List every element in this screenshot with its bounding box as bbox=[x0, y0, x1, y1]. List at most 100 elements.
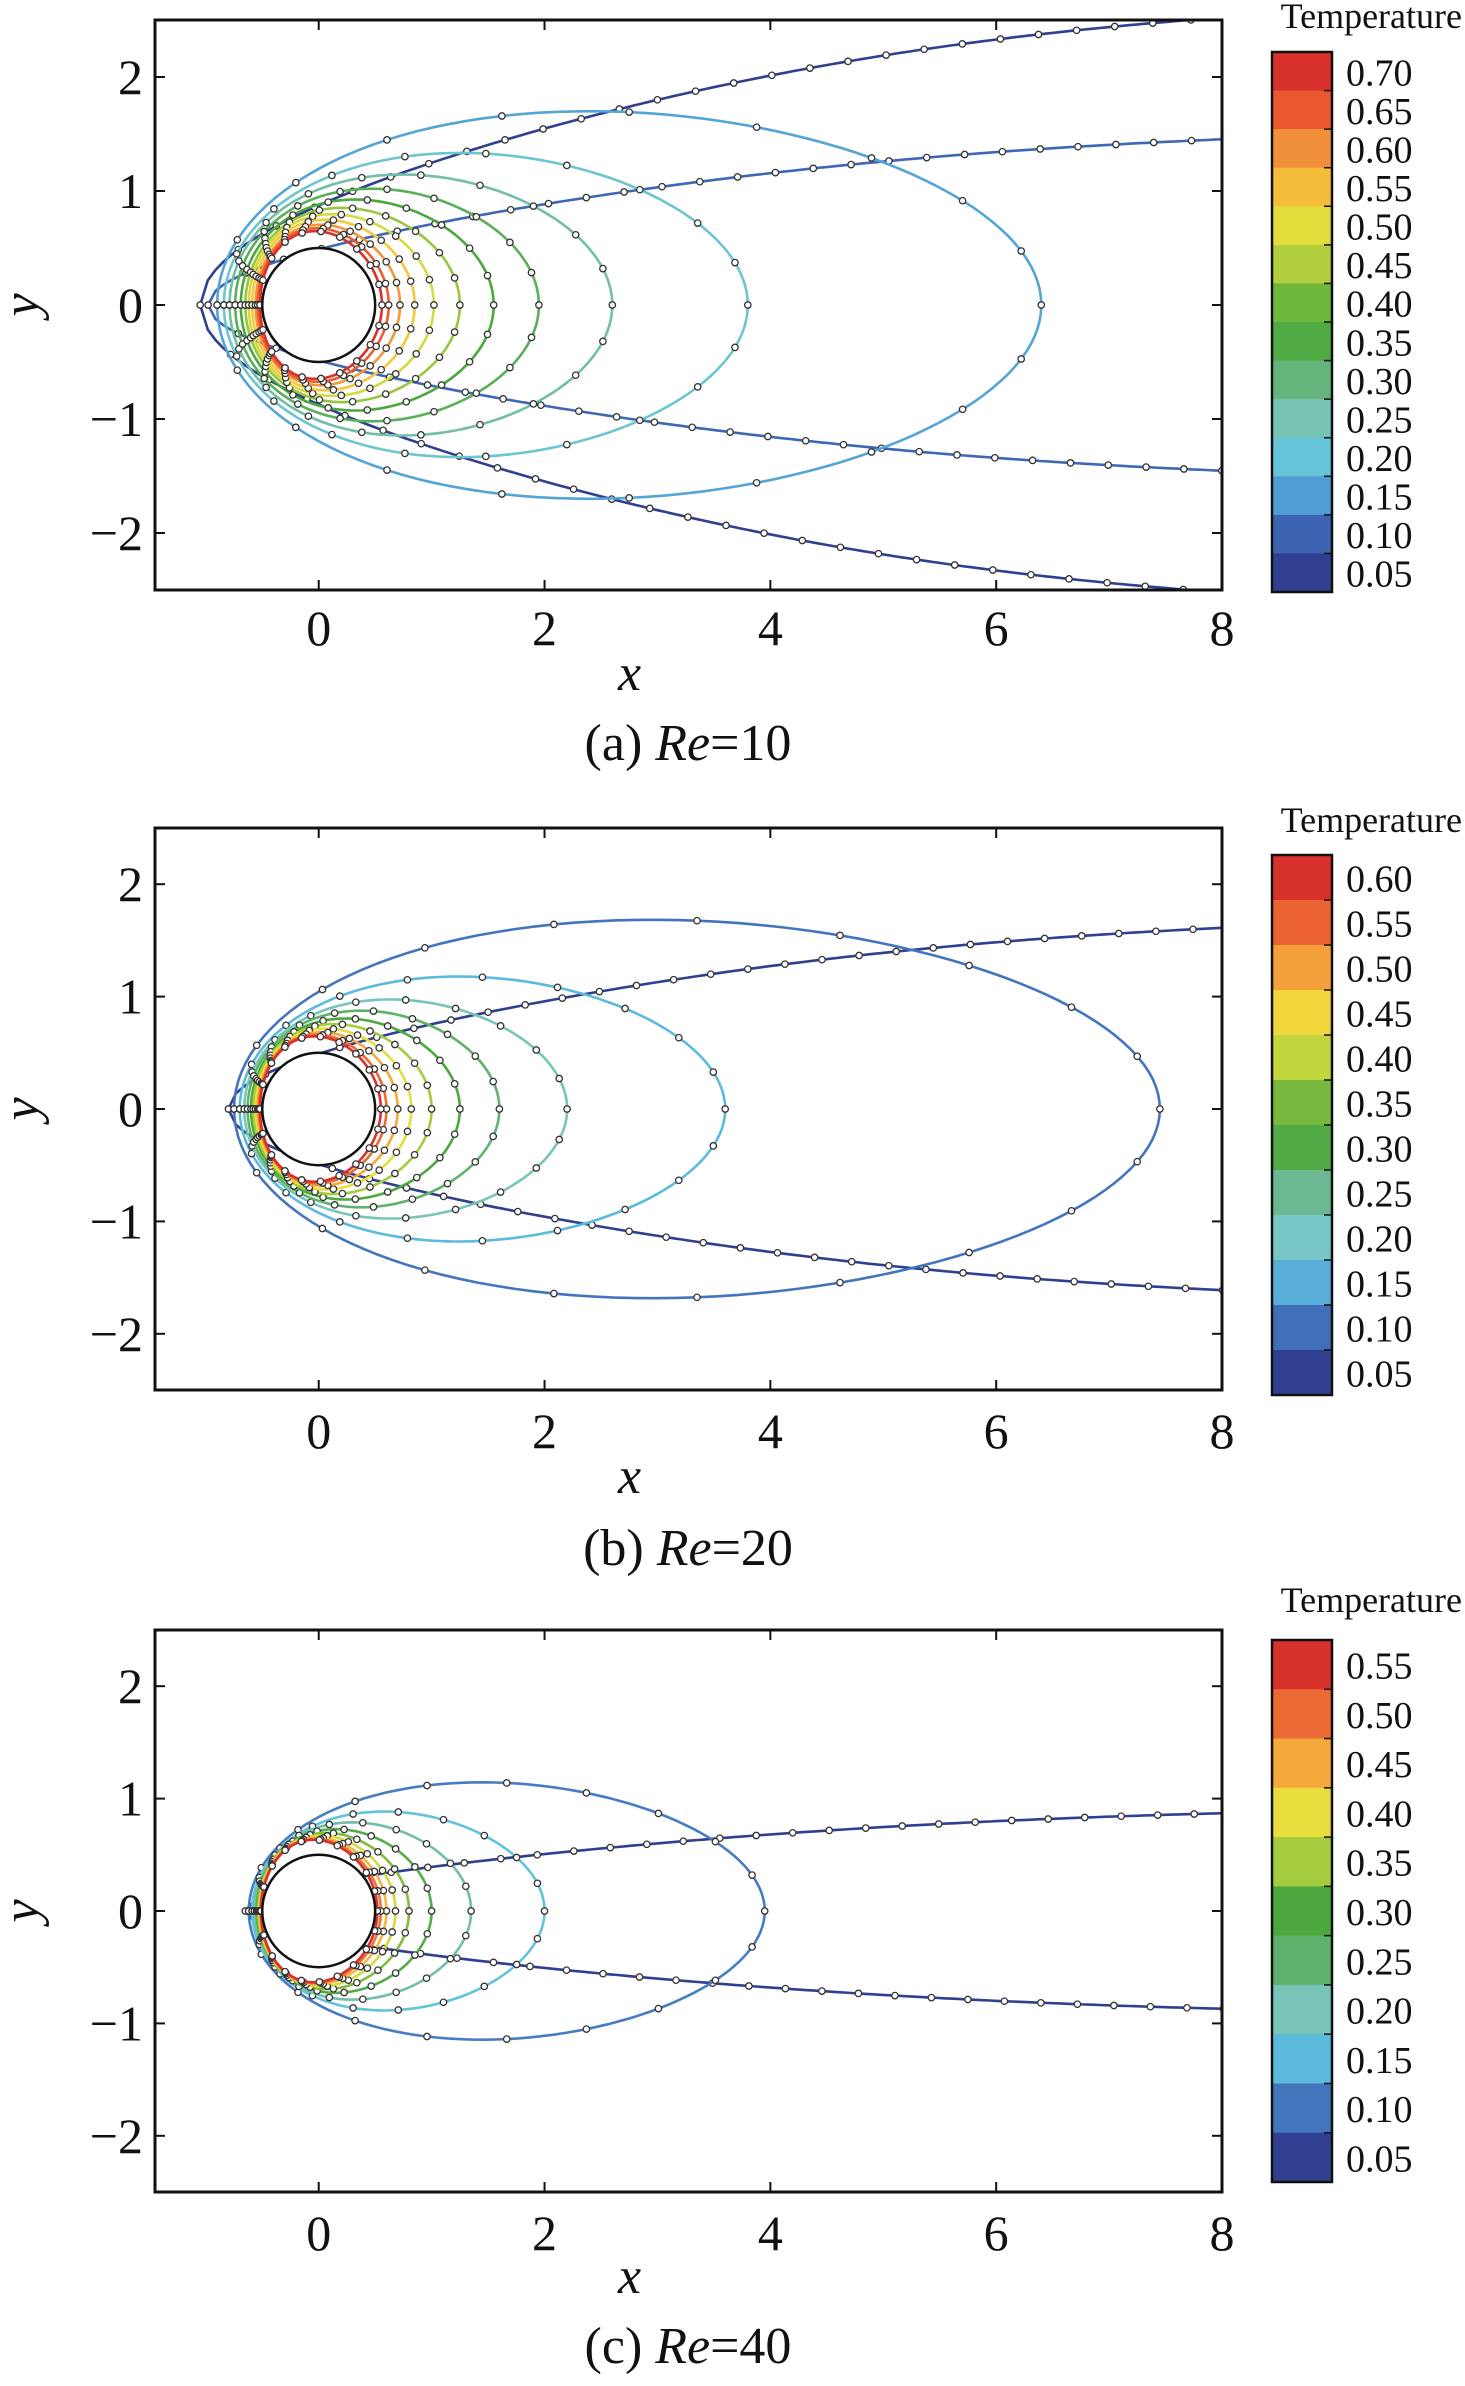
reference-marker bbox=[635, 1973, 644, 1981]
colorbar-segment bbox=[1272, 1837, 1332, 1887]
reference-marker bbox=[1146, 2002, 1155, 2011]
reference-marker bbox=[809, 164, 818, 173]
reference-marker bbox=[595, 987, 604, 996]
caption-value: =10 bbox=[710, 715, 791, 772]
reference-marker bbox=[349, 1810, 357, 1818]
reference-marker bbox=[408, 1014, 417, 1023]
reference-marker bbox=[270, 397, 278, 405]
reference-marker bbox=[1034, 30, 1043, 39]
reference-marker bbox=[358, 1995, 367, 2004]
colorbar-tick-label: 0.10 bbox=[1346, 515, 1413, 557]
colorbar-tick-label: 0.70 bbox=[1346, 52, 1413, 94]
reference-marker bbox=[599, 337, 607, 346]
reference-marker bbox=[423, 1128, 432, 1137]
reference-marker bbox=[965, 1248, 973, 1257]
reference-marker bbox=[408, 1195, 417, 1204]
reference-marker bbox=[365, 1046, 373, 1055]
caption-prefix: (b) bbox=[583, 1520, 657, 1577]
reference-marker bbox=[1226, 136, 1232, 142]
reference-marker bbox=[318, 1224, 327, 1233]
reference-marker bbox=[788, 1828, 797, 1837]
reference-marker bbox=[293, 400, 302, 408]
reference-marker bbox=[395, 347, 404, 355]
reference-marker bbox=[950, 561, 959, 569]
reference-marker bbox=[390, 1083, 399, 1092]
colorbar-segment bbox=[1272, 1787, 1332, 1838]
reference-marker bbox=[365, 1144, 374, 1152]
y-axis-label: y bbox=[0, 1097, 50, 1126]
reference-marker bbox=[383, 416, 391, 425]
reference-marker bbox=[430, 407, 438, 416]
reference-marker bbox=[417, 431, 425, 439]
y-tick-label: 2 bbox=[118, 1658, 143, 1714]
x-tick-label: 4 bbox=[758, 2205, 783, 2261]
reference-marker bbox=[363, 1849, 372, 1858]
reference-marker bbox=[892, 947, 901, 956]
reference-marker bbox=[562, 440, 571, 449]
reference-marker bbox=[392, 278, 401, 287]
reference-marker bbox=[1257, 2007, 1263, 2013]
reference-marker bbox=[1044, 1815, 1053, 1823]
colorbar-tick-label: 0.50 bbox=[1346, 1695, 1413, 1737]
colorbar-tick-label: 0.60 bbox=[1346, 129, 1413, 171]
reference-marker bbox=[352, 1050, 360, 1058]
reference-marker bbox=[1183, 2003, 1191, 2012]
reference-marker bbox=[367, 1982, 376, 1990]
colorbar-segment bbox=[1272, 1125, 1332, 1171]
plot-area bbox=[241, 1779, 1263, 2043]
reference-marker bbox=[345, 1175, 354, 1184]
reference-marker bbox=[374, 1847, 382, 1856]
reference-marker bbox=[352, 357, 361, 365]
reference-marker bbox=[836, 543, 845, 552]
colorbar-tick-label: 0.40 bbox=[1346, 1794, 1413, 1836]
reference-marker bbox=[1226, 14, 1232, 20]
reference-marker bbox=[333, 1841, 342, 1850]
reference-marker bbox=[358, 1818, 367, 1827]
reference-marker bbox=[378, 1947, 387, 1956]
reference-marker bbox=[874, 549, 883, 558]
colorbar-segment bbox=[1272, 553, 1332, 593]
reference-marker bbox=[382, 344, 391, 353]
reference-marker bbox=[953, 451, 961, 459]
reference-marker bbox=[721, 1105, 730, 1113]
reference-marker bbox=[1228, 1810, 1234, 1816]
reference-marker bbox=[731, 343, 739, 352]
reference-marker bbox=[252, 1168, 261, 1177]
reference-marker bbox=[353, 1179, 362, 1187]
reference-marker bbox=[632, 981, 641, 990]
reference-marker bbox=[412, 1173, 421, 1182]
reference-marker bbox=[402, 204, 411, 213]
reference-marker bbox=[379, 426, 387, 435]
reference-marker bbox=[369, 1007, 378, 1015]
reference-marker bbox=[489, 1077, 498, 1086]
reference-marker bbox=[847, 160, 855, 169]
colorbar-tick-label: 0.20 bbox=[1346, 1991, 1413, 2033]
reference-marker bbox=[836, 1278, 844, 1287]
colorbar-segment bbox=[1272, 2034, 1332, 2085]
reference-marker bbox=[337, 210, 346, 219]
reference-marker bbox=[471, 1158, 480, 1166]
reference-marker bbox=[213, 301, 221, 309]
colorbar-tick-label: 0.25 bbox=[1346, 1941, 1413, 1983]
reference-marker bbox=[653, 95, 662, 104]
reference-marker bbox=[329, 216, 338, 224]
reference-marker bbox=[427, 1907, 436, 1915]
colorbar-segment bbox=[1272, 990, 1332, 1036]
reference-marker bbox=[527, 333, 536, 342]
reference-marker bbox=[884, 1261, 893, 1270]
y-tick-label: −1 bbox=[90, 1193, 143, 1249]
reference-marker bbox=[423, 1884, 432, 1893]
reference-marker bbox=[422, 1974, 431, 1983]
x-tick-label: 4 bbox=[758, 600, 783, 656]
reference-marker bbox=[472, 389, 481, 398]
reference-marker bbox=[336, 414, 344, 423]
reference-marker bbox=[1037, 301, 1046, 309]
reference-marker bbox=[352, 1835, 361, 1844]
reference-marker bbox=[297, 1976, 306, 1985]
reference-marker bbox=[259, 276, 267, 285]
reference-marker bbox=[401, 1214, 410, 1222]
reference-marker bbox=[395, 255, 404, 263]
reference-marker bbox=[318, 985, 327, 994]
colorbar-tick-label: 0.55 bbox=[1346, 904, 1413, 946]
reference-marker bbox=[599, 1969, 607, 1978]
